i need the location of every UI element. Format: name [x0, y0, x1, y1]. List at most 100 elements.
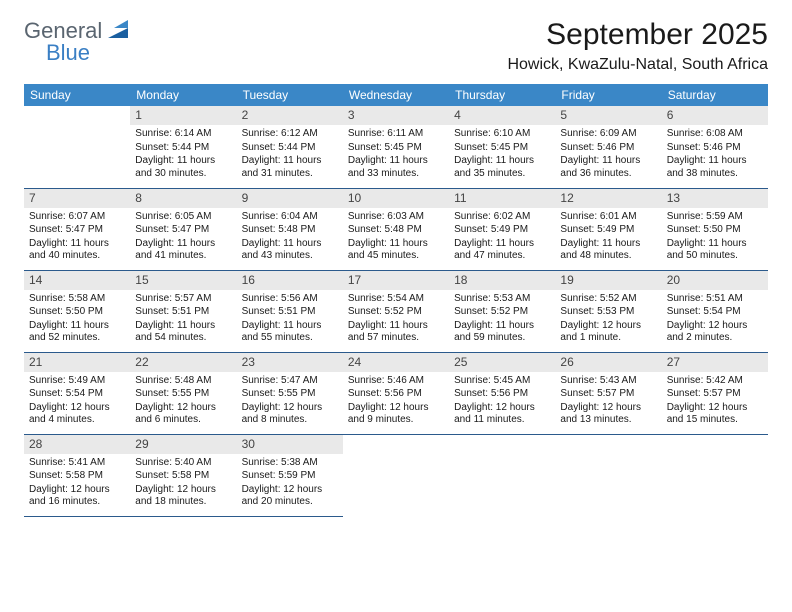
sunrise-text: Sunrise: 6:02 AM: [454, 211, 550, 224]
calendar-day-cell: 2Sunrise: 6:12 AMSunset: 5:44 PMDaylight…: [237, 106, 343, 188]
calendar-day-cell: 15 Sunrise: 5:57 AMSunset: 5:51 PMDayligh…: [130, 270, 236, 352]
daylight-text: Daylight: 12 hours and 15 minutes.: [667, 402, 763, 427]
calendar-day-cell: 30Sunrise: 5:38 AMSunset: 5:59 PMDayligh…: [237, 434, 343, 516]
sunrise-text: Sunrise: 6:07 AM: [29, 211, 125, 224]
sunset-text: Sunset: 5:53 PM: [560, 306, 656, 319]
calendar-day-cell: .: [24, 106, 130, 188]
calendar-header-row: SundayMondayTuesdayWednesdayThursdayFrid…: [24, 84, 768, 106]
sunset-text: Sunset: 5:45 PM: [454, 142, 550, 155]
sunrise-text: Sunrise: 6:05 AM: [135, 211, 231, 224]
daylight-text: Daylight: 11 hours and 59 minutes.: [454, 320, 550, 345]
daylight-text: Daylight: 12 hours and 8 minutes.: [242, 402, 338, 427]
day-header: Sunday: [24, 84, 130, 106]
sunset-text: Sunset: 5:44 PM: [242, 142, 338, 155]
sunset-text: Sunset: 5:49 PM: [454, 224, 550, 237]
sunset-text: Sunset: 5:48 PM: [348, 224, 444, 237]
day-number: 20: [662, 271, 768, 290]
calendar-body: .1Sunrise: 6:14 AMSunset: 5:44 PMDayligh…: [24, 106, 768, 516]
sunrise-text: Sunrise: 6:10 AM: [454, 128, 550, 141]
calendar-day-cell: 8Sunrise: 6:05 AMSunset: 5:47 PMDaylight…: [130, 188, 236, 270]
calendar-day-cell: 5Sunrise: 6:09 AMSunset: 5:46 PMDaylight…: [555, 106, 661, 188]
header: General Blue September 2025 Howick, KwaZ…: [24, 18, 768, 74]
sunrise-text: Sunrise: 5:43 AM: [560, 375, 656, 388]
calendar-day-cell: 6Sunrise: 6:08 AMSunset: 5:46 PMDaylight…: [662, 106, 768, 188]
sunset-text: Sunset: 5:55 PM: [242, 388, 338, 401]
calendar-week-row: 14Sunrise: 5:58 AMSunset: 5:50 PMDayligh…: [24, 270, 768, 352]
sunset-text: Sunset: 5:59 PM: [242, 470, 338, 483]
daylight-text: Daylight: 12 hours and 6 minutes.: [135, 402, 231, 427]
calendar-day-cell: 24Sunrise: 5:46 AMSunset: 5:56 PMDayligh…: [343, 352, 449, 434]
sunset-text: Sunset: 5:44 PM: [135, 142, 231, 155]
sunset-text: Sunset: 5:50 PM: [667, 224, 763, 237]
calendar-day-cell: .: [555, 434, 661, 516]
calendar-day-cell: 14Sunrise: 5:58 AMSunset: 5:50 PMDayligh…: [24, 270, 130, 352]
day-number: 15: [130, 271, 236, 290]
daylight-text: Daylight: 11 hours and 38 minutes.: [667, 155, 763, 180]
daylight-text: Daylight: 12 hours and 20 minutes.: [242, 484, 338, 509]
sunset-text: Sunset: 5:52 PM: [454, 306, 550, 319]
day-number: 8: [130, 189, 236, 208]
day-number: 7: [24, 189, 130, 208]
sunrise-text: Sunrise: 5:52 AM: [560, 293, 656, 306]
day-number: 5: [555, 106, 661, 125]
sunrise-text: Sunrise: 5:42 AM: [667, 375, 763, 388]
sunset-text: Sunset: 5:47 PM: [29, 224, 125, 237]
sunrise-text: Sunrise: 6:12 AM: [242, 128, 338, 141]
calendar-day-cell: 9Sunrise: 6:04 AMSunset: 5:48 PMDaylight…: [237, 188, 343, 270]
sunrise-text: Sunrise: 5:48 AM: [135, 375, 231, 388]
calendar-day-cell: 27Sunrise: 5:42 AMSunset: 5:57 PMDayligh…: [662, 352, 768, 434]
daylight-text: Daylight: 11 hours and 40 minutes.: [29, 238, 125, 263]
day-number: 4: [449, 106, 555, 125]
sunrise-text: Sunrise: 5:57 AM: [135, 293, 231, 306]
month-title: September 2025: [507, 18, 768, 52]
sunset-text: Sunset: 5:50 PM: [29, 306, 125, 319]
sunrise-text: Sunrise: 5:46 AM: [348, 375, 444, 388]
sunset-text: Sunset: 5:45 PM: [348, 142, 444, 155]
sunset-text: Sunset: 5:54 PM: [29, 388, 125, 401]
title-block: September 2025 Howick, KwaZulu-Natal, So…: [507, 18, 768, 74]
calendar-day-cell: 3Sunrise: 6:11 AMSunset: 5:45 PMDaylight…: [343, 106, 449, 188]
sunrise-text: Sunrise: 6:03 AM: [348, 211, 444, 224]
daylight-text: Daylight: 11 hours and 47 minutes.: [454, 238, 550, 263]
sunrise-text: Sunrise: 6:01 AM: [560, 211, 656, 224]
daylight-text: Daylight: 12 hours and 2 minutes.: [667, 320, 763, 345]
day-number: 25: [449, 353, 555, 372]
calendar-day-cell: 18Sunrise: 5:53 AMSunset: 5:52 PMDayligh…: [449, 270, 555, 352]
calendar-day-cell: 29Sunrise: 5:40 AMSunset: 5:58 PMDayligh…: [130, 434, 236, 516]
daylight-text: Daylight: 11 hours and 43 minutes.: [242, 238, 338, 263]
sunrise-text: Sunrise: 6:08 AM: [667, 128, 763, 141]
calendar-day-cell: 23Sunrise: 5:47 AMSunset: 5:55 PMDayligh…: [237, 352, 343, 434]
sunrise-text: Sunrise: 5:59 AM: [667, 211, 763, 224]
daylight-text: Daylight: 11 hours and 57 minutes.: [348, 320, 444, 345]
sunset-text: Sunset: 5:51 PM: [135, 306, 231, 319]
daylight-text: Daylight: 12 hours and 18 minutes.: [135, 484, 231, 509]
sunset-text: Sunset: 5:58 PM: [29, 470, 125, 483]
daylight-text: Daylight: 11 hours and 54 minutes.: [135, 320, 231, 345]
calendar-day-cell: 7 Sunrise: 6:07 AMSunset: 5:47 PMDaylight…: [24, 188, 130, 270]
daylight-text: Daylight: 11 hours and 48 minutes.: [560, 238, 656, 263]
sunrise-text: Sunrise: 5:51 AM: [667, 293, 763, 306]
day-header: Wednesday: [343, 84, 449, 106]
calendar-day-cell: 26Sunrise: 5:43 AMSunset: 5:57 PMDayligh…: [555, 352, 661, 434]
sunset-text: Sunset: 5:58 PM: [135, 470, 231, 483]
daylight-text: Daylight: 11 hours and 55 minutes.: [242, 320, 338, 345]
sunset-text: Sunset: 5:48 PM: [242, 224, 338, 237]
calendar-day-cell: 25Sunrise: 5:45 AMSunset: 5:56 PMDayligh…: [449, 352, 555, 434]
day-header: Tuesday: [237, 84, 343, 106]
calendar-day-cell: .: [662, 434, 768, 516]
day-number: 14: [24, 271, 130, 290]
sunrise-text: Sunrise: 5:49 AM: [29, 375, 125, 388]
day-number: 3: [343, 106, 449, 125]
logo-mark-icon: [108, 20, 134, 43]
calendar-week-row: 7Sunrise: 6:07 AMSunset: 5:47 PMDaylight…: [24, 188, 768, 270]
calendar-day-cell: 12Sunrise: 6:01 AMSunset: 5:49 PMDayligh…: [555, 188, 661, 270]
sunrise-text: Sunrise: 5:47 AM: [242, 375, 338, 388]
calendar-day-cell: 19Sunrise: 5:52 AMSunset: 5:53 PMDayligh…: [555, 270, 661, 352]
location-label: Howick, KwaZulu-Natal, South Africa: [507, 56, 768, 74]
daylight-text: Daylight: 11 hours and 31 minutes.: [242, 155, 338, 180]
sunset-text: Sunset: 5:46 PM: [560, 142, 656, 155]
day-number: 11: [449, 189, 555, 208]
day-number: 16: [237, 271, 343, 290]
sunset-text: Sunset: 5:56 PM: [348, 388, 444, 401]
day-number: 6: [662, 106, 768, 125]
